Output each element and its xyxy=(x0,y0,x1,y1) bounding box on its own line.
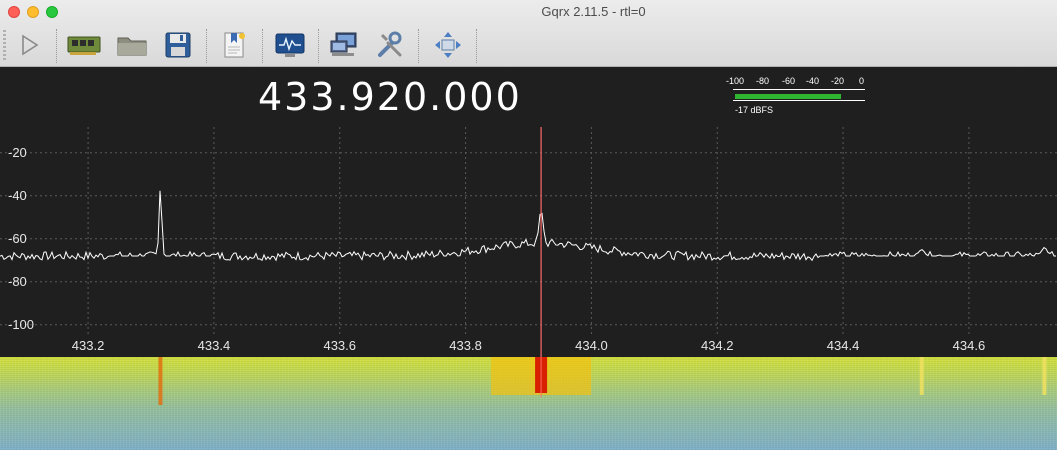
y-tick-label: -100 xyxy=(8,317,34,332)
meter-axis xyxy=(733,89,865,90)
meter-baseline xyxy=(733,100,865,101)
waterfall-signal-trace xyxy=(919,357,924,395)
play-icon xyxy=(22,34,39,56)
x-tick-label: 434.0 xyxy=(575,338,608,353)
remote-control-button[interactable] xyxy=(324,27,364,63)
start-dsp-button[interactable] xyxy=(10,27,50,63)
meter-scale-label: 0 xyxy=(859,76,865,86)
network-computer-icon xyxy=(330,32,357,56)
meter-scale-label: -60 xyxy=(782,76,796,86)
x-tick-label: 434.2 xyxy=(701,338,734,353)
meter-scale-label: -80 xyxy=(756,76,770,86)
waterfall-signal-trace xyxy=(1042,357,1047,395)
frequency-display[interactable]: 433.920.000 xyxy=(258,75,522,119)
fft-trace xyxy=(0,190,1056,262)
waterfall-display[interactable] xyxy=(0,357,1057,450)
x-tick-label: 433.4 xyxy=(198,338,231,353)
save-settings-button[interactable] xyxy=(158,27,198,63)
y-tick-label: -40 xyxy=(8,188,27,203)
x-tick-label: 433.8 xyxy=(449,338,482,353)
close-window-button[interactable] xyxy=(8,6,20,18)
y-tick-label: -80 xyxy=(8,274,27,289)
resize-arrows-icon xyxy=(435,32,461,58)
x-tick-label: 433.2 xyxy=(72,338,105,353)
frequency-panel: 433.920.000 xyxy=(0,67,1057,127)
load-settings-button[interactable] xyxy=(112,27,152,63)
x-tick-label: 433.6 xyxy=(323,338,356,353)
hardware-card-icon xyxy=(67,36,101,55)
fft-settings-button[interactable] xyxy=(270,27,310,63)
toggle-fullscreen-button[interactable] xyxy=(428,27,468,63)
y-tick-label: -60 xyxy=(8,231,27,246)
bookmarks-button[interactable] xyxy=(214,27,254,63)
floppy-disk-icon xyxy=(165,32,191,58)
toolbar-grip[interactable] xyxy=(3,30,6,60)
meter-level-bar xyxy=(735,94,841,99)
window-toolbar: Gqrx 2.11.5 - rtl=0 xyxy=(0,0,1057,67)
tools-icon xyxy=(378,31,402,57)
meter-level-label: -17 dBFS xyxy=(735,105,774,115)
x-tick-label: 434.4 xyxy=(827,338,860,353)
meter-scale-label: -20 xyxy=(831,76,845,86)
configure-button[interactable] xyxy=(370,27,410,63)
waterfall-signal-trace xyxy=(158,357,163,405)
io-devices-button[interactable] xyxy=(64,27,104,63)
x-tick-label: 434.6 xyxy=(953,338,986,353)
minimize-window-button[interactable] xyxy=(27,6,39,18)
folder-icon xyxy=(117,37,147,56)
y-tick-label: -20 xyxy=(8,145,27,160)
spectrum-monitor-icon xyxy=(275,33,305,57)
bookmark-document-icon xyxy=(224,32,245,58)
spectrum-plot[interactable]: -20 -40 -60 -80 -100 433.2 433.4 433.6 433.8 434… xyxy=(0,127,1057,357)
meter-scale-label: -100 xyxy=(726,76,745,86)
window-title: Gqrx 2.11.5 - rtl=0 xyxy=(541,4,646,19)
meter-scale-label: -40 xyxy=(806,76,820,86)
zoom-window-button[interactable] xyxy=(46,6,58,18)
